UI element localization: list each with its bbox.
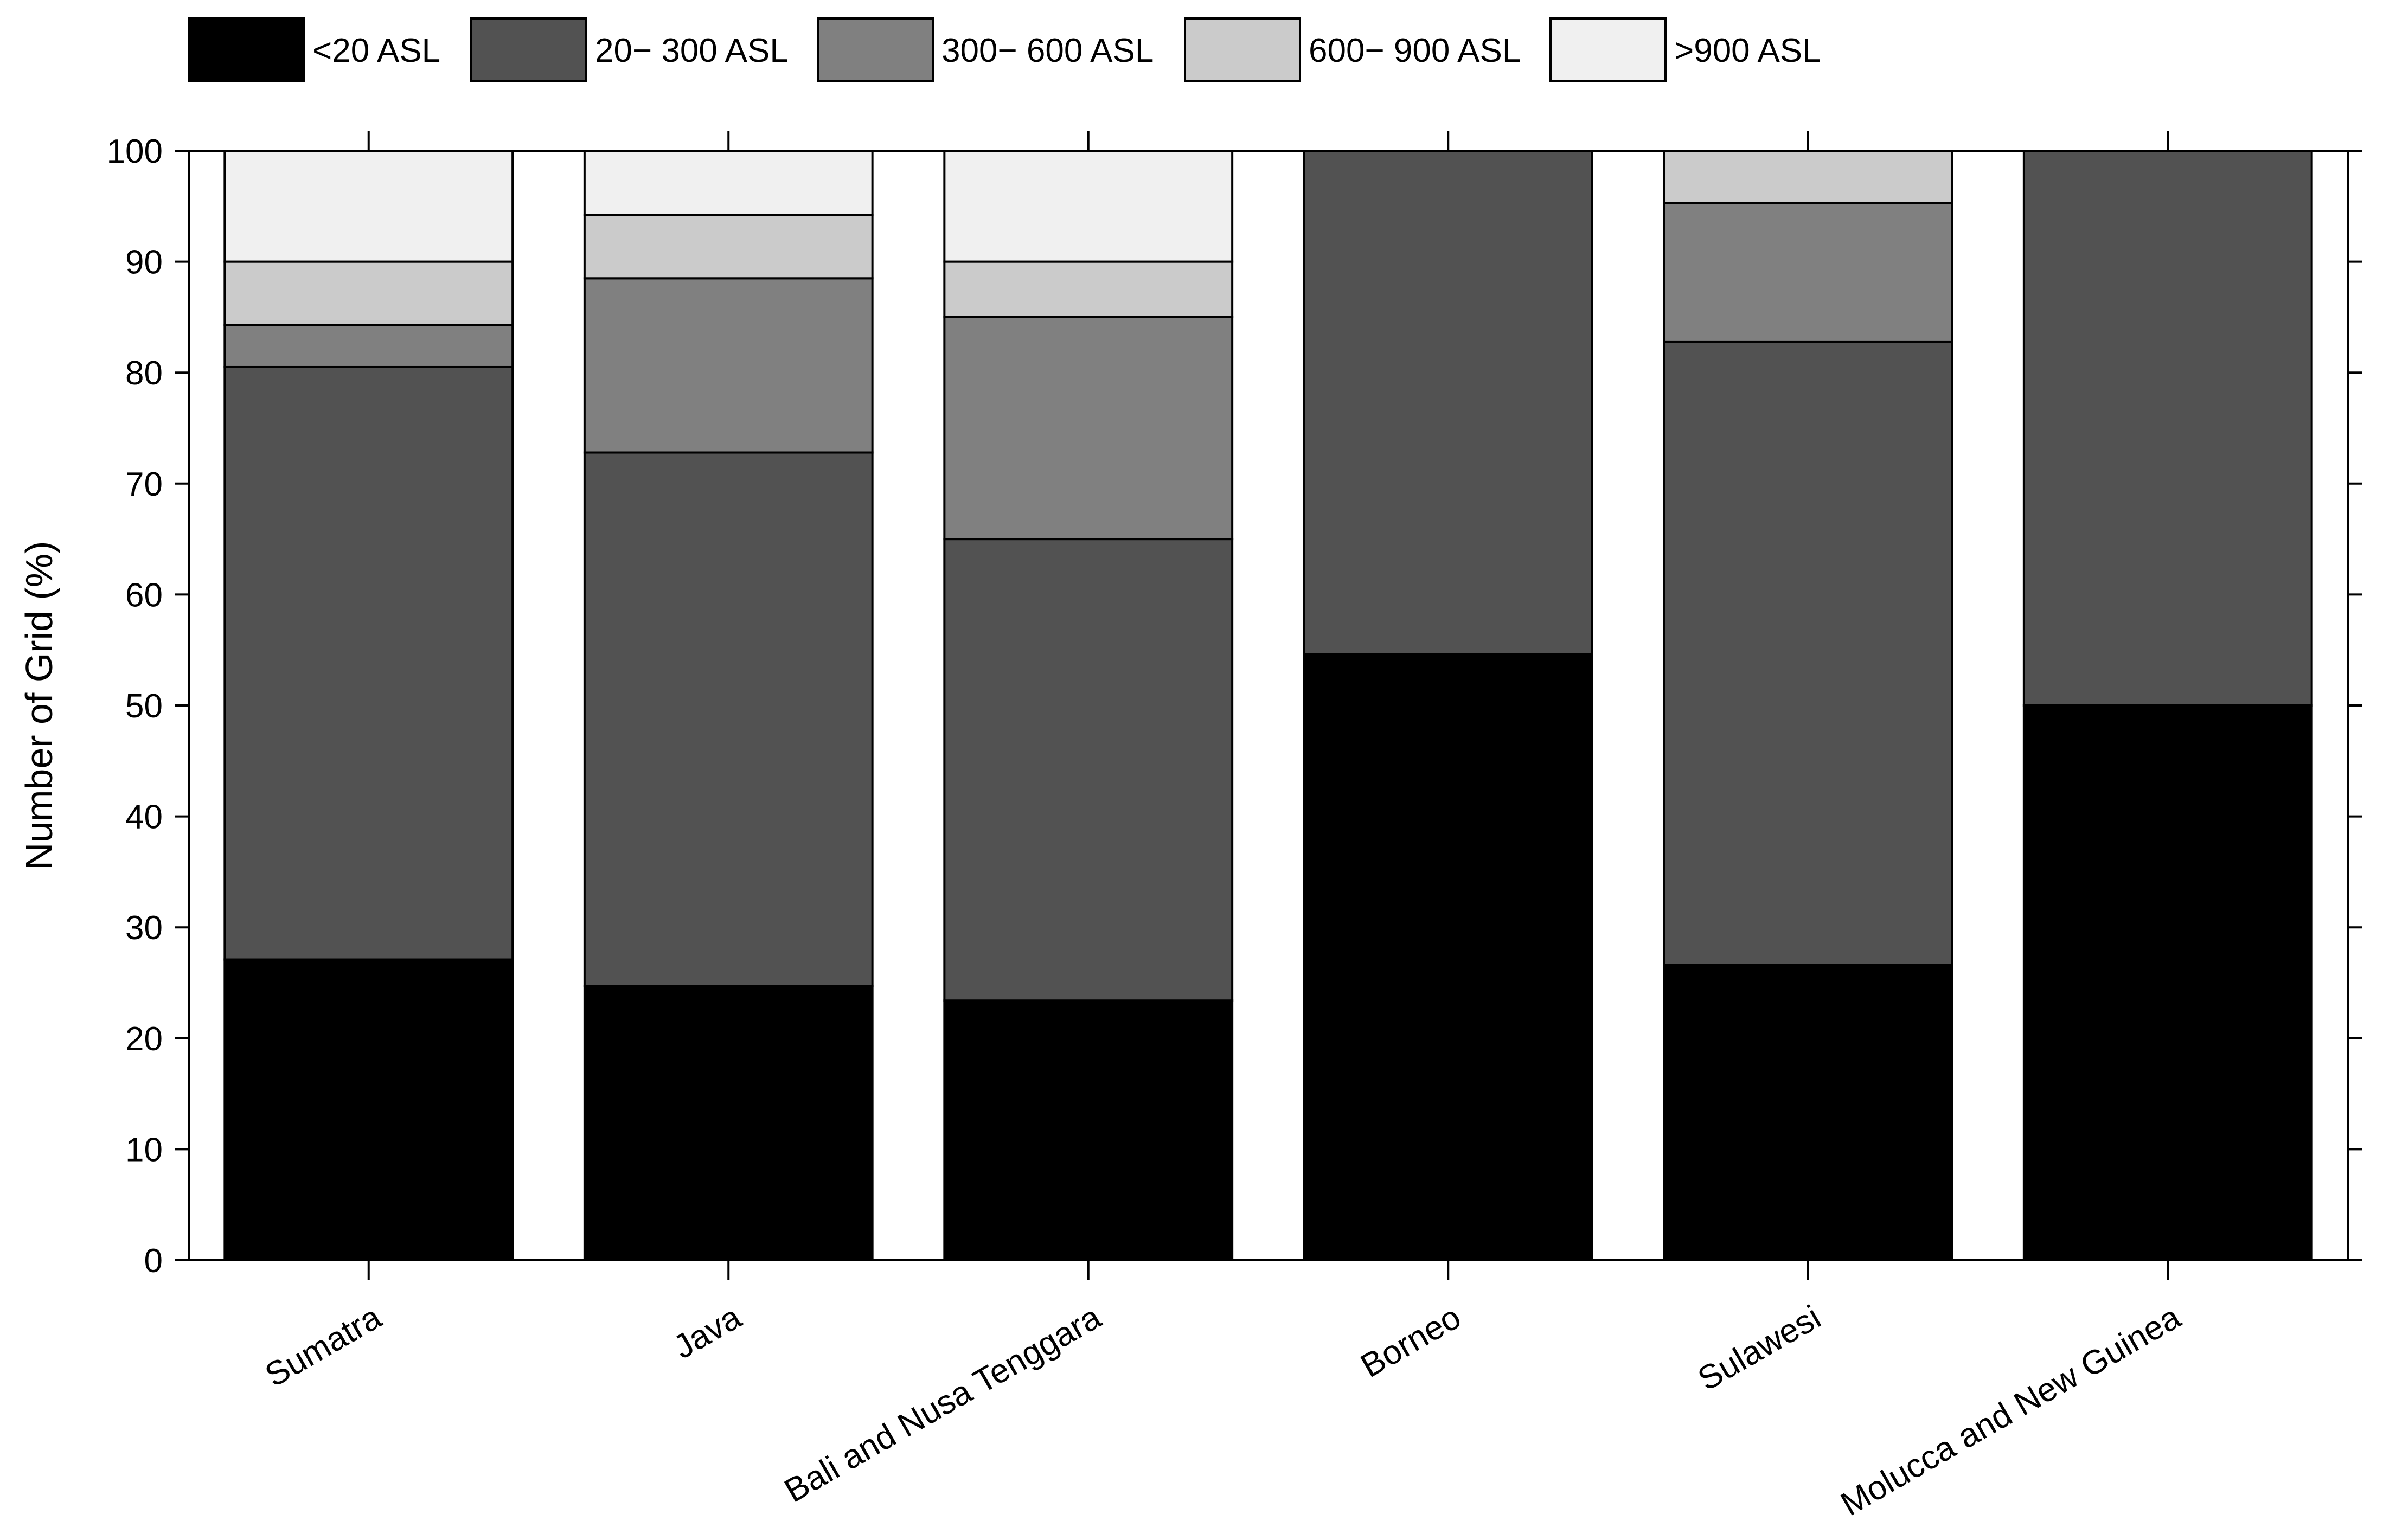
bar-borneo-series-2 <box>1303 150 1593 656</box>
x-label-molucca-and-new-guinea: Molucca and New Guinea <box>1835 1298 2187 1523</box>
y-tick-label: 50 <box>125 688 163 725</box>
y-tick-label: 40 <box>125 799 163 836</box>
legend-label-1: <20 ASL <box>312 32 440 69</box>
legend: <20 ASL 20− 300 ASL 300− 600 ASL 600− 900 A… <box>188 17 1821 82</box>
legend-swatch-5 <box>1549 17 1667 82</box>
y-tick-label: 60 <box>125 576 163 614</box>
x-label-sumatra: Sumatra <box>259 1298 388 1394</box>
legend-swatch-4 <box>1184 17 1301 82</box>
y-tick-label: 100 <box>107 133 163 170</box>
bar-sulawesi-series-2 <box>1663 340 1953 966</box>
bar-bali-and-nusa-tenggara-series-1 <box>943 999 1234 1261</box>
y-tick-label: 30 <box>125 909 163 947</box>
bar-java-series-4 <box>583 214 874 280</box>
legend-label-4: 600− 900 ASL <box>1309 32 1521 69</box>
bar-java-series-5 <box>583 150 874 216</box>
bar-java-series-3 <box>583 277 874 454</box>
x-label-borneo: Borneo <box>1355 1298 1468 1385</box>
bar-java-series-2 <box>583 451 874 987</box>
legend-label-2: 20− 300 ASL <box>595 32 789 69</box>
legend-label-3: 300− 600 ASL <box>941 32 1154 69</box>
legend-swatch-1 <box>188 17 305 82</box>
bar-molucca-and-new-guinea-series-1 <box>2022 704 2313 1261</box>
x-label-sulawesi: Sulawesi <box>1692 1298 1827 1398</box>
x-label-bali-and-nusa-tenggara: Bali and Nusa Tenggara <box>778 1298 1107 1510</box>
bar-bali-and-nusa-tenggara-series-3 <box>943 316 1234 541</box>
y-axis-title: Number of Grid (%) <box>18 541 60 870</box>
bar-sumatra-series-4 <box>223 260 514 326</box>
bar-molucca-and-new-guinea-series-2 <box>2022 150 2313 707</box>
y-tick-label: 80 <box>125 355 163 392</box>
legend-swatch-2 <box>470 17 587 82</box>
bar-sumatra-series-3 <box>223 324 514 368</box>
y-tick-label: 10 <box>125 1131 163 1169</box>
y-axis-ticks: 0 10 20 30 40 50 60 70 80 90 100 <box>107 133 2362 1280</box>
bar-sulawesi-series-4 <box>1663 150 1953 204</box>
legend-swatch-3 <box>817 17 934 82</box>
bar-sumatra-series-2 <box>223 365 514 961</box>
bar-sumatra-series-1 <box>223 958 514 1262</box>
y-tick-label: 0 <box>144 1242 163 1280</box>
y-tick-label: 90 <box>125 244 163 281</box>
bar-borneo-series-1 <box>1303 653 1593 1261</box>
legend-label-5: >900 ASL <box>1674 32 1821 69</box>
bar-sulawesi-series-1 <box>1663 964 1953 1262</box>
bar-sulawesi-series-3 <box>1663 202 1953 343</box>
bars <box>223 150 2313 1262</box>
x-label-java: Java <box>667 1298 747 1366</box>
bar-bali-and-nusa-tenggara-series-5 <box>943 150 1234 263</box>
y-tick-label: 70 <box>125 466 163 503</box>
bar-sumatra-series-5 <box>223 150 514 263</box>
bar-java-series-1 <box>583 985 874 1261</box>
bar-bali-and-nusa-tenggara-series-2 <box>943 538 1234 1002</box>
y-tick-label: 20 <box>125 1021 163 1058</box>
bar-bali-and-nusa-tenggara-series-4 <box>943 260 1234 318</box>
